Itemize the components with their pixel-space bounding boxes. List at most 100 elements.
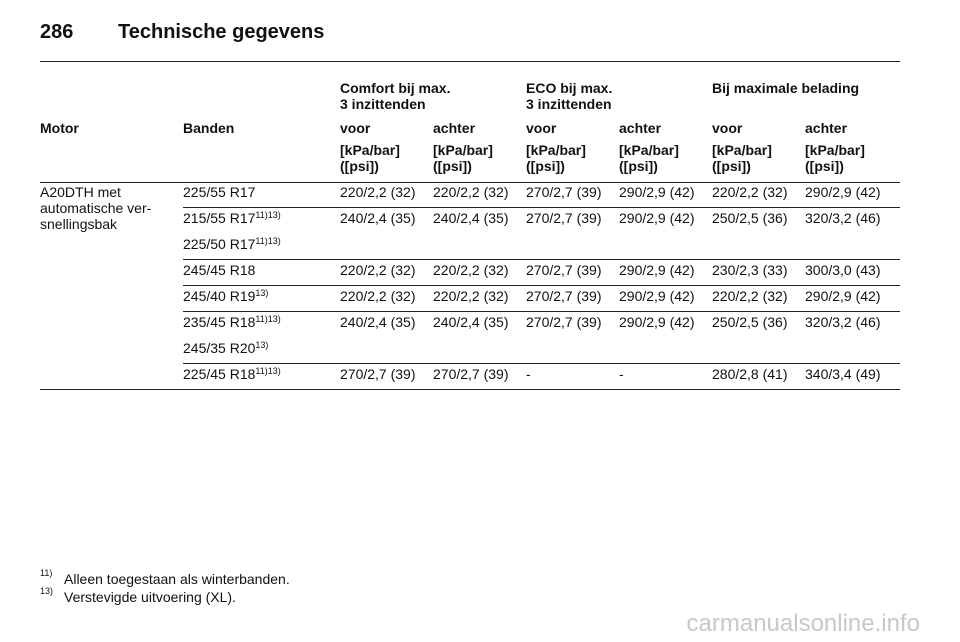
tire-size: 225/50 R1711)13): [183, 236, 281, 252]
column-header: achter: [433, 120, 476, 136]
watermark: carmanualsonline.info: [686, 610, 920, 637]
row-rule: [183, 285, 900, 286]
group-header: 3 inzittenden: [340, 96, 426, 112]
pressure-value: 250/2,5 (36): [712, 210, 788, 226]
pressure-value: 270/2,7 (39): [526, 184, 602, 200]
unit-label: [kPa/bar]: [340, 142, 400, 158]
tire-name: 245/35 R20: [183, 340, 256, 356]
unit-label: ([psi]): [712, 158, 751, 174]
unit-label: ([psi]): [619, 158, 658, 174]
tire-name: 225/45 R18: [183, 366, 256, 382]
pressure-value: 240/2,4 (35): [433, 314, 509, 330]
pressure-value: 220/2,2 (32): [340, 288, 416, 304]
pressure-value: 240/2,4 (35): [433, 210, 509, 226]
row-rule: [183, 259, 900, 260]
motor-label: automatische ver-: [40, 200, 152, 216]
pressure-value: -: [619, 366, 624, 382]
footnote-text: Alleen toegestaan als winterbanden.: [64, 571, 290, 587]
pressure-value: 250/2,5 (36): [712, 314, 788, 330]
pressure-value: 270/2,7 (39): [340, 366, 416, 382]
pressure-value: 240/2,4 (35): [340, 210, 416, 226]
pressure-value: 270/2,7 (39): [526, 210, 602, 226]
column-header: achter: [619, 120, 662, 136]
tire-size: 235/45 R1811)13): [183, 314, 281, 330]
pressure-value: 230/2,3 (33): [712, 262, 788, 278]
pressure-value: 280/2,8 (41): [712, 366, 788, 382]
pressure-value: 290/2,9 (42): [619, 184, 695, 200]
pressure-value: 220/2,2 (32): [712, 184, 788, 200]
pressure-value: 240/2,4 (35): [340, 314, 416, 330]
pressure-value: 270/2,7 (39): [433, 366, 509, 382]
pressure-value: 220/2,2 (32): [433, 262, 509, 278]
group-header: ECO bij max.: [526, 80, 613, 96]
tire-name: 245/45 R18: [183, 262, 256, 278]
page-title: Technische gegevens: [118, 21, 325, 43]
pressure-value: 320/3,2 (46): [805, 314, 881, 330]
footnote-ref: 11)13): [255, 236, 281, 246]
unit-label: ([psi]): [805, 158, 844, 174]
unit-label: [kPa/bar]: [619, 142, 679, 158]
pressure-value: 270/2,7 (39): [526, 262, 602, 278]
pressure-value: 220/2,2 (32): [340, 262, 416, 278]
pressure-value: 220/2,2 (32): [340, 184, 416, 200]
tire-name: 245/40 R19: [183, 288, 256, 304]
tire-size: 225/45 R1811)13): [183, 366, 281, 382]
unit-label: ([psi]): [433, 158, 472, 174]
tire-name: 215/55 R17: [183, 210, 256, 226]
pressure-value: 270/2,7 (39): [526, 288, 602, 304]
pressure-value: 220/2,2 (32): [433, 184, 509, 200]
tire-size: 215/55 R1711)13): [183, 210, 281, 226]
motor-label: snellingsbak: [40, 216, 118, 232]
unit-label: ([psi]): [340, 158, 379, 174]
rule: [40, 182, 900, 183]
column-header: Banden: [183, 120, 235, 136]
unit-label: [kPa/bar]: [805, 142, 865, 158]
tire-name: 225/55 R17: [183, 184, 256, 200]
group-header: Bij maximale belading: [712, 80, 860, 96]
pressure-value: 290/2,9 (42): [805, 184, 881, 200]
row-rule: [183, 207, 900, 208]
column-header: voor: [340, 120, 371, 136]
footnote-ref: 11)13): [255, 210, 281, 220]
pressure-value: 300/3,0 (43): [805, 262, 881, 278]
pressure-value: 290/2,9 (42): [619, 262, 695, 278]
footnote-ref: 11)13): [255, 314, 281, 324]
pressure-value: 220/2,2 (32): [433, 288, 509, 304]
tire-size: 245/35 R2013): [183, 340, 268, 356]
group-header: Comfort bij max.: [340, 80, 451, 96]
pressure-value: 290/2,9 (42): [619, 314, 695, 330]
footnote-ref: 13): [255, 288, 269, 298]
footnote-mark: 13): [40, 586, 54, 596]
footnote-text: Verstevigde uitvoering (XL).: [64, 589, 236, 605]
pressure-value: 290/2,9 (42): [805, 288, 881, 304]
pressure-value: 290/2,9 (42): [619, 210, 695, 226]
group-header: 3 inzittenden: [526, 96, 612, 112]
row-rule: [183, 311, 900, 312]
footnote-ref: 13): [255, 340, 269, 350]
unit-label: [kPa/bar]: [526, 142, 586, 158]
tire-size: 245/40 R1913): [183, 288, 268, 304]
row-rule: [183, 363, 900, 364]
row-rule: [40, 389, 900, 390]
unit-label: ([psi]): [526, 158, 565, 174]
page-number: 286: [40, 21, 74, 43]
column-header: voor: [712, 120, 743, 136]
pressure-value: 290/2,9 (42): [619, 288, 695, 304]
unit-label: [kPa/bar]: [712, 142, 772, 158]
rule: [40, 61, 900, 62]
unit-label: [kPa/bar]: [433, 142, 493, 158]
motor-label: A20DTH met: [40, 184, 121, 200]
column-header: Motor: [40, 120, 79, 136]
column-header: achter: [805, 120, 848, 136]
tire-name: 225/50 R17: [183, 236, 256, 252]
pressure-value: 270/2,7 (39): [526, 314, 602, 330]
footnote-ref: 11)13): [255, 366, 281, 376]
pressure-value: 320/3,2 (46): [805, 210, 881, 226]
tire-size: 245/45 R18: [183, 262, 255, 278]
pressure-value: 340/3,4 (49): [805, 366, 881, 382]
footnote-mark: 11): [40, 568, 53, 578]
tire-name: 235/45 R18: [183, 314, 256, 330]
tire-size: 225/55 R17: [183, 184, 255, 200]
column-header: voor: [526, 120, 557, 136]
